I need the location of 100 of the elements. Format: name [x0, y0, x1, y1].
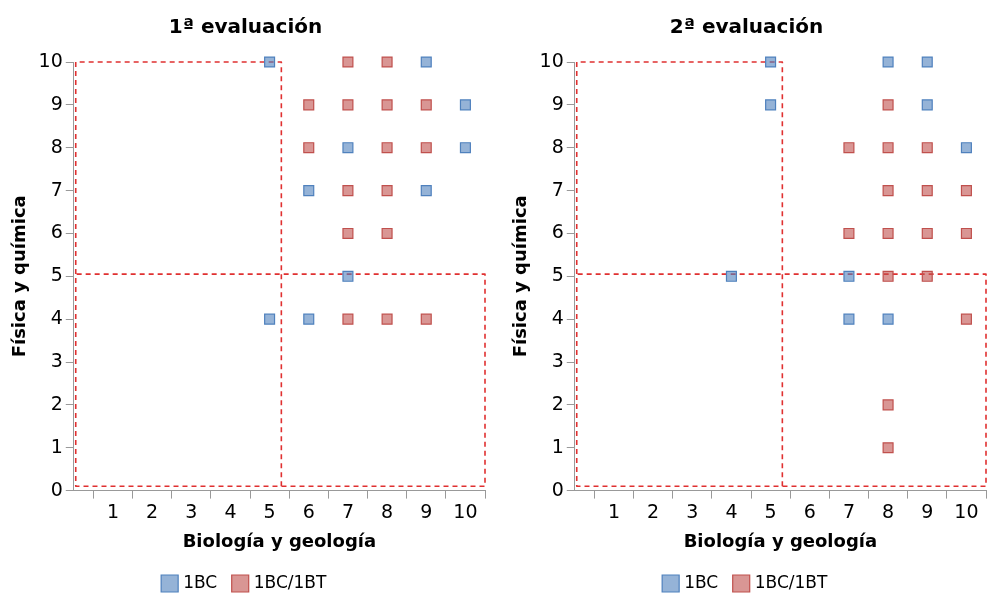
point: [921, 99, 933, 111]
x-tick-label: 6: [803, 499, 816, 522]
point: [303, 142, 315, 154]
y-tick-label: 9: [50, 91, 63, 114]
point: [303, 313, 315, 325]
x-tick-label: 4: [725, 499, 738, 522]
point: [765, 56, 777, 68]
point: [264, 56, 276, 68]
point: [420, 185, 432, 197]
point: [882, 227, 894, 239]
y-tick-label: 1: [50, 434, 63, 457]
point: [921, 185, 933, 197]
x-tick-label: 5: [764, 499, 777, 522]
point: [420, 56, 432, 68]
point: [960, 185, 972, 197]
point: [882, 185, 894, 197]
x-tick-label: 1: [607, 499, 620, 522]
legend-label: 1BC/1BT: [253, 571, 327, 592]
y-tick-label: 0: [50, 477, 63, 500]
x-tick-label: 9: [420, 499, 433, 522]
point: [342, 227, 354, 239]
y-tick-label: 3: [50, 348, 63, 371]
y-tick-label: 3: [551, 348, 564, 371]
point: [843, 142, 855, 154]
x-tick-label: 7: [341, 499, 354, 522]
y-tick-label: 7: [50, 177, 63, 200]
chart-title: 1ª evaluación: [168, 14, 323, 39]
chart-title: 2ª evaluación: [669, 14, 824, 39]
point: [342, 313, 354, 325]
point: [725, 270, 737, 282]
point: [342, 185, 354, 197]
y-tick-label: 0: [551, 477, 564, 500]
point: [342, 270, 354, 282]
point: [381, 185, 393, 197]
y-tick-label: 4: [50, 306, 63, 329]
y-tick-label: 1: [551, 434, 564, 457]
legend-label: 1BC/1BT: [754, 571, 828, 592]
y-tick-label: 8: [551, 134, 564, 157]
point: [882, 399, 894, 411]
x-tick-label: 2: [146, 499, 159, 522]
x-tick-label: 4: [224, 499, 237, 522]
point: [843, 270, 855, 282]
y-tick-label: 5: [551, 263, 564, 286]
point: [882, 142, 894, 154]
point: [882, 99, 894, 111]
point: [960, 313, 972, 325]
y-tick-label: 8: [50, 134, 63, 157]
y-tick-label: 2: [551, 391, 564, 414]
point: [381, 142, 393, 154]
x-tick-label: 8: [882, 499, 895, 522]
point: [342, 99, 354, 111]
point: [420, 142, 432, 154]
x-tick-label: 3: [686, 499, 699, 522]
point: [843, 313, 855, 325]
point: [882, 442, 894, 454]
point: [342, 56, 354, 68]
point: [882, 270, 894, 282]
point: [765, 99, 777, 111]
point: [459, 142, 471, 154]
x-tick-label: 10: [954, 499, 979, 522]
x-tick-label: 9: [921, 499, 934, 522]
y-tick-label: 10: [539, 48, 564, 71]
y-tick-label: 2: [50, 391, 63, 414]
x-tick-label: 3: [185, 499, 198, 522]
point: [960, 142, 972, 154]
y-tick-label: 7: [551, 177, 564, 200]
y-tick-label: 6: [551, 220, 564, 243]
point: [459, 99, 471, 111]
x-tick-label: 6: [302, 499, 315, 522]
y-tick-label: 5: [50, 263, 63, 286]
point: [921, 227, 933, 239]
point: [303, 99, 315, 111]
point: [882, 56, 894, 68]
y-tick-label: 6: [50, 220, 63, 243]
point: [381, 313, 393, 325]
point: [381, 227, 393, 239]
point: [960, 227, 972, 239]
y-axis-title: Física y química: [509, 195, 531, 358]
x-axis-title: Biología y geología: [182, 529, 377, 551]
point: [264, 313, 276, 325]
legend-label: 1BC: [183, 571, 218, 592]
x-tick-label: 8: [381, 499, 394, 522]
point: [921, 142, 933, 154]
point: [342, 142, 354, 154]
point: [882, 313, 894, 325]
x-tick-label: 5: [263, 499, 276, 522]
x-tick-label: 1: [106, 499, 119, 522]
x-axis-title: Biología y geología: [683, 529, 878, 551]
point: [381, 99, 393, 111]
x-tick-label: 10: [453, 499, 478, 522]
y-tick-label: 9: [551, 91, 564, 114]
legend-label: 1BC: [684, 571, 719, 592]
x-tick-label: 7: [842, 499, 855, 522]
x-tick-label: 2: [647, 499, 660, 522]
point: [381, 56, 393, 68]
point: [420, 99, 432, 111]
y-tick-label: 4: [551, 306, 564, 329]
point: [420, 313, 432, 325]
point: [303, 185, 315, 197]
y-axis-title: Física y química: [8, 195, 30, 358]
